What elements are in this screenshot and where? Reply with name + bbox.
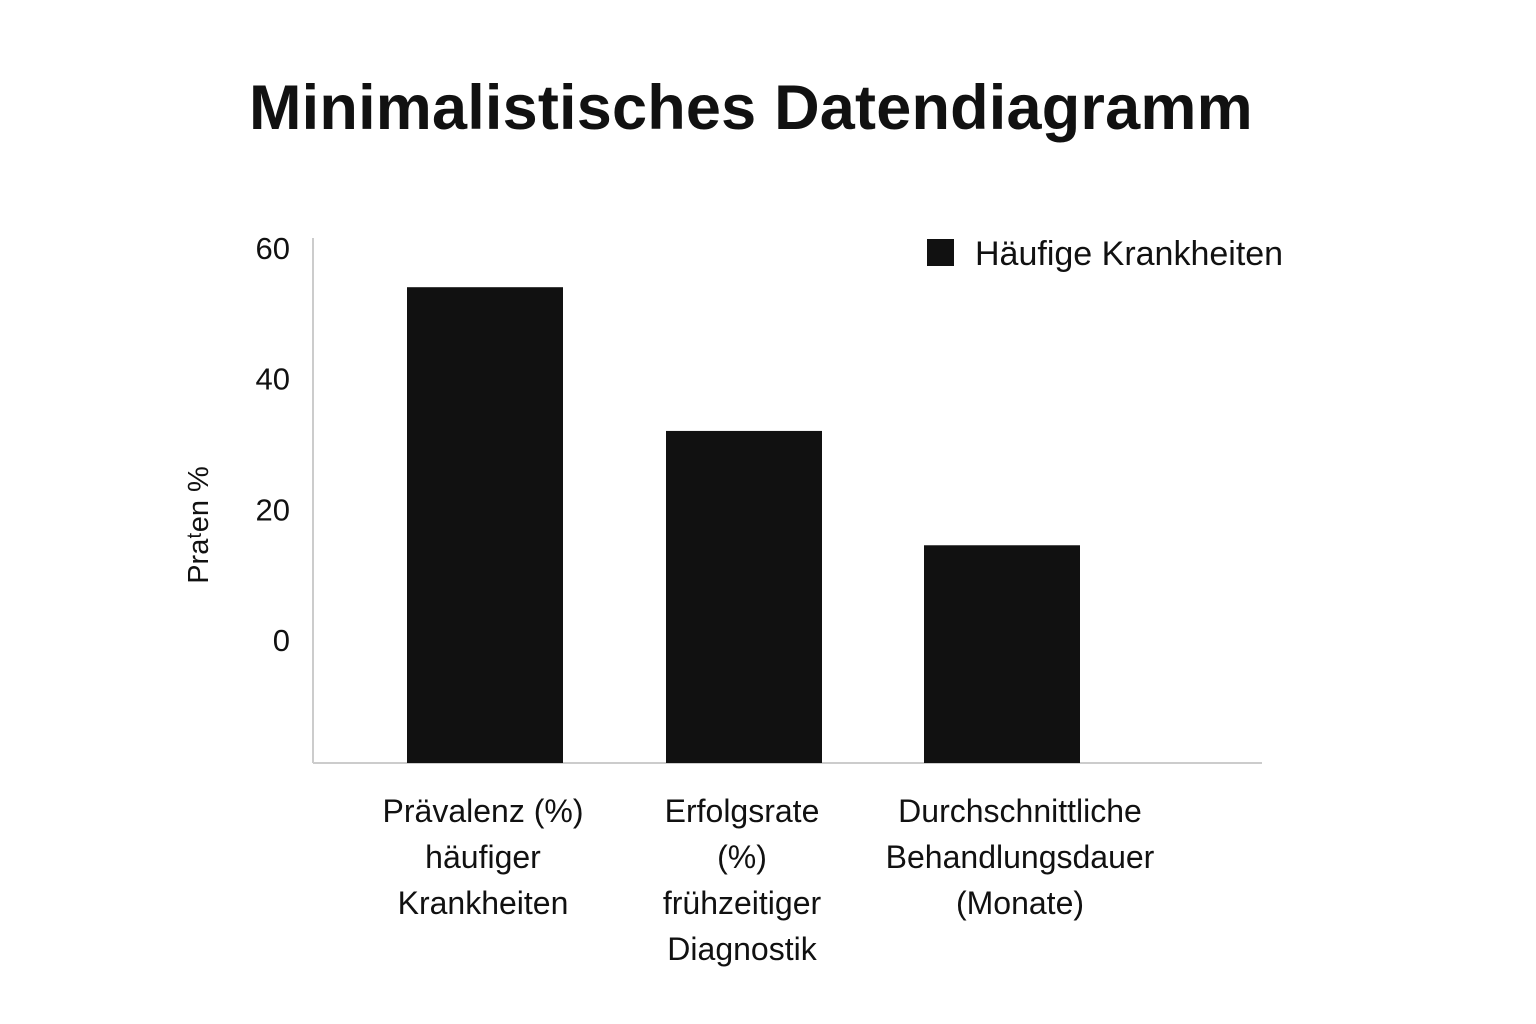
x-category-label: Prävalenz (%) häufiger Krankheiten xyxy=(383,793,584,921)
x-category-label-line: Krankheiten xyxy=(398,885,569,921)
chart-title: Minimalistisches Datendiagramm xyxy=(249,73,1253,143)
x-category-label-line: häufiger xyxy=(425,839,541,875)
bar xyxy=(666,430,822,763)
y-tick-label: 60 xyxy=(256,231,290,266)
bar xyxy=(924,545,1080,763)
x-category-label-line: Prävalenz (%) xyxy=(383,793,584,829)
x-category-label-line: (%) xyxy=(717,839,767,875)
y-axis-title: Praᵗen % xyxy=(183,466,215,584)
x-category-label-line: Erfolgsrate xyxy=(665,793,820,829)
x-category-label: Erfolgsrate (%) frühzeitiger Diagnostik xyxy=(663,793,822,967)
x-category-label-line: Diagnostik xyxy=(667,931,817,967)
x-category-label-line: frühzeitiger xyxy=(663,885,822,921)
legend: Häufige Krankheiten xyxy=(927,235,1283,273)
y-tick-label: 0 xyxy=(273,623,290,658)
x-category-label: Durchschnittliche Behandlungsdauer (Monate… xyxy=(886,793,1155,921)
legend-label: Häufige Krankheiten xyxy=(975,235,1283,273)
y-tick-label: 20 xyxy=(256,492,290,527)
bar xyxy=(407,287,563,763)
x-category-label-line: Durchschnittliche xyxy=(898,793,1142,829)
legend-swatch xyxy=(927,239,954,266)
y-tick-label: 40 xyxy=(256,362,290,397)
x-category-label-line: Behandlungsdauer xyxy=(886,839,1155,875)
x-category-label-line: (Monate) xyxy=(956,885,1084,921)
